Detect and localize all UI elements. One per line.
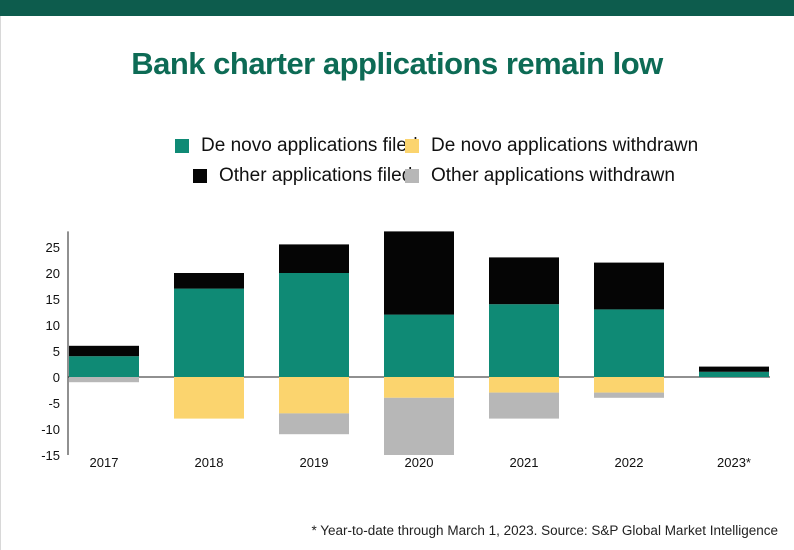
bar-de-novo-applications-filed — [384, 314, 454, 377]
bar-de-novo-applications-withdrawn — [384, 377, 454, 398]
chart-title: Bank charter applications remain low — [131, 46, 663, 81]
bar-other-applications-filed — [594, 262, 664, 310]
x-tick-label: 2020 — [405, 455, 434, 470]
legend-swatch-other-withdrawn — [405, 169, 419, 183]
chart-legend: De novo applications filed De novo appli… — [0, 132, 794, 192]
bar-other-applications-withdrawn — [489, 392, 559, 419]
x-tick-label: 2018 — [195, 455, 224, 470]
y-tick-label: -5 — [48, 396, 60, 411]
legend-swatch-de-novo-filed — [175, 139, 189, 153]
legend-item-de-novo-filed: De novo applications filed — [175, 135, 418, 157]
x-tick-label: 2021 — [510, 455, 539, 470]
legend-item-other-filed: Other applications filed — [193, 165, 412, 187]
legend-item-other-withdrawn: Other applications withdrawn — [405, 165, 675, 187]
bar-other-applications-filed — [279, 244, 349, 273]
bar-de-novo-applications-filed — [594, 309, 664, 377]
bar-other-applications-filed — [699, 366, 769, 372]
legend-item-de-novo-withdrawn: De novo applications withdrawn — [405, 135, 698, 157]
bar-de-novo-applications-withdrawn — [279, 377, 349, 414]
bar-de-novo-applications-withdrawn — [594, 377, 664, 393]
y-tick-label: 15 — [46, 292, 60, 307]
frame-left-border — [0, 16, 11, 550]
legend-swatch-other-filed — [193, 169, 207, 183]
x-tick-label: 2019 — [300, 455, 329, 470]
y-tick-label: 25 — [46, 240, 60, 255]
stacked-bar-chart: 25 20 15 10 5 0 -5 -10 -15 2017 2018 2019 2020 2021 20… — [41, 231, 770, 470]
bar-other-applications-withdrawn — [594, 392, 664, 398]
y-tick-label: 0 — [53, 370, 60, 385]
bar-de-novo-applications-filed — [489, 304, 559, 377]
y-tick-label: 5 — [53, 344, 60, 359]
bar-other-applications-filed — [174, 273, 244, 289]
legend-swatch-de-novo-withdrawn — [405, 139, 419, 153]
x-tick-label: 2022 — [615, 455, 644, 470]
bar-other-applications-withdrawn — [279, 413, 349, 435]
footnote: * Year-to-date through March 1, 2023. So… — [311, 523, 778, 538]
legend-label-other-filed: Other applications filed — [219, 165, 413, 186]
y-tick-label: -15 — [41, 448, 60, 463]
legend-label-de-novo-filed: De novo applications filed — [201, 135, 418, 156]
x-tick-label: 2023* — [717, 455, 751, 470]
bar-de-novo-applications-filed — [69, 356, 139, 377]
bar-de-novo-applications-filed — [174, 288, 244, 377]
bar-other-applications-filed — [489, 257, 559, 305]
bar-de-novo-applications-withdrawn — [174, 377, 244, 419]
legend-label-other-withdrawn: Other applications withdrawn — [431, 165, 675, 186]
x-tick-label: 2017 — [90, 455, 119, 470]
bar-other-applications-withdrawn — [69, 377, 139, 383]
legend-label-de-novo-withdrawn: De novo applications withdrawn — [431, 135, 699, 156]
bar-de-novo-applications-filed — [699, 371, 769, 377]
bar-de-novo-applications-withdrawn — [489, 377, 559, 393]
y-tick-label: -10 — [41, 422, 60, 437]
brand-top-bar — [0, 0, 794, 16]
y-tick-label: 20 — [46, 266, 60, 281]
bar-other-applications-filed — [384, 231, 454, 315]
bar-other-applications-filed — [69, 345, 139, 357]
bar-de-novo-applications-filed — [279, 273, 349, 377]
bar-other-applications-withdrawn — [384, 397, 454, 455]
y-tick-label: 10 — [46, 318, 60, 333]
